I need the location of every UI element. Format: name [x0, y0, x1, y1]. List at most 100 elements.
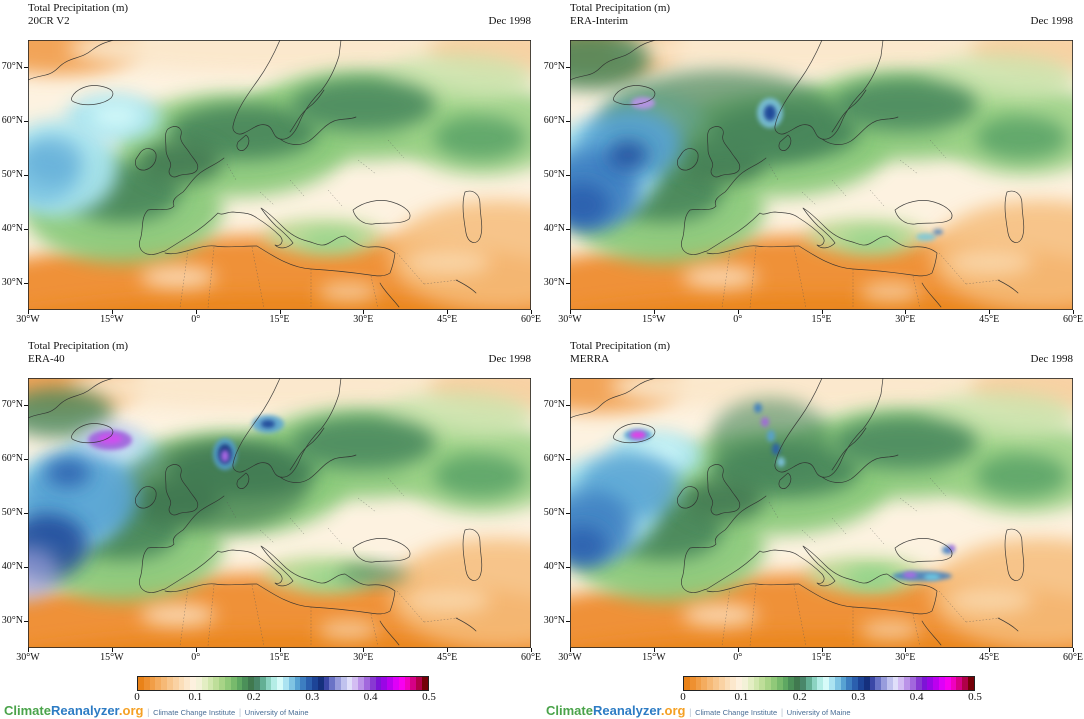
colorbar-segment: [352, 677, 359, 690]
colorbar-segment: [422, 677, 428, 690]
panel-title-variable: Total Precipitation (m): [570, 2, 671, 14]
wordmark-reanalyzer: Reanalyzer: [50, 703, 119, 718]
colorbar-tick-label: 0.2: [246, 691, 261, 703]
colorbar-segment: [242, 677, 249, 690]
colorbar-segment: [828, 677, 835, 690]
colorbar-segment: [201, 677, 208, 690]
colorbar-segment: [852, 677, 858, 690]
lon-tick-label: 15°E: [269, 652, 290, 663]
colorbar-segment: [317, 677, 324, 690]
branding-right: ClimateReanalyzer.org | Climate Change I…: [546, 703, 851, 718]
lat-tick-mark: [24, 459, 28, 460]
colorbar-segment: [311, 677, 318, 690]
colorbar-tick-label: 0: [680, 691, 686, 703]
panel-date: Dec 1998: [1030, 352, 1073, 365]
panel-title-dataset: ERA-Interim: [570, 14, 629, 27]
university-label: University of Maine: [244, 708, 309, 717]
colorbar-segment: [219, 677, 225, 690]
colorbar-segment: [765, 677, 771, 690]
lon-tick-label: 30°E: [895, 652, 916, 663]
lon-tick-label: 30°E: [353, 314, 374, 325]
lon-tick-mark: [821, 310, 823, 314]
lat-tick-mark: [566, 459, 570, 460]
lat-tick-label: 50°N: [1, 169, 23, 180]
lon-tick-label: 60°E: [520, 314, 542, 325]
precipitation-map: [570, 378, 1073, 648]
colorbar-segment: [684, 677, 690, 690]
lat-tick-mark: [566, 621, 570, 622]
lon-tick-label: 15°W: [642, 314, 666, 325]
lat-tick-label: 30°N: [1, 277, 23, 288]
lon-tick-mark: [111, 648, 113, 652]
lat-tick-label: 50°N: [1, 507, 23, 518]
colorbar-segment: [300, 677, 307, 690]
colorbar-segment: [346, 677, 353, 690]
lon-tick-mark: [570, 648, 571, 652]
lon-tick-mark: [905, 648, 907, 652]
colorbar-segment: [213, 677, 220, 690]
separator: |: [780, 707, 784, 717]
colorbar-segment: [138, 677, 144, 690]
colorbar-segment: [236, 677, 243, 690]
lat-tick-label: 70°N: [1, 61, 23, 72]
lat-tick-mark: [24, 229, 28, 230]
lon-tick-mark: [653, 310, 655, 314]
site-wordmark[interactable]: ClimateReanalyzer.org: [546, 703, 685, 718]
lon-tick-label: 0°: [191, 314, 201, 325]
colorbar-segment: [288, 677, 295, 690]
wordmark-org: .org: [118, 703, 144, 718]
colorbar-segment: [805, 677, 812, 690]
colorbar-segment: [730, 677, 737, 690]
colorbar-segment: [933, 677, 940, 690]
wordmark-org: .org: [660, 703, 686, 718]
colorbar-segment: [724, 677, 731, 690]
colorbar-segment: [701, 677, 708, 690]
colorbar-tick-label: 0: [134, 691, 140, 703]
colorbar-segment: [172, 677, 179, 690]
lat-tick-mark: [566, 121, 570, 122]
site-wordmark[interactable]: ClimateReanalyzer.org: [4, 703, 143, 718]
lon-tick-label: 15°E: [811, 314, 832, 325]
colorbar-segment: [155, 677, 162, 690]
university-label: University of Maine: [786, 708, 851, 717]
lat-tick-mark: [566, 567, 570, 568]
colorbar-segment: [143, 677, 150, 690]
lon-tick-mark: [653, 648, 655, 652]
colorbar-segment: [770, 677, 777, 690]
lon-tick-label: 30°E: [895, 314, 916, 325]
panel-title-dataset: MERRA: [570, 352, 610, 365]
colorbar-segment: [340, 677, 347, 690]
colorbar-segment: [248, 677, 254, 690]
panel-date: Dec 1998: [488, 14, 531, 27]
colorbar-segment: [747, 677, 754, 690]
colorbar-segment: [718, 677, 725, 690]
colorbar-tick-label: 0.1: [188, 691, 203, 703]
colorbar-segment: [759, 677, 766, 690]
lat-tick-label: 60°N: [543, 453, 565, 464]
panel-title-variable: Total Precipitation (m): [28, 340, 129, 352]
lat-tick-mark: [24, 513, 28, 514]
colorbar-segment: [875, 677, 882, 690]
colorbar-segment: [398, 677, 405, 690]
colorbar-segment: [799, 677, 806, 690]
colorbar-segment: [736, 677, 742, 690]
lat-tick-label: 50°N: [543, 507, 565, 518]
lat-tick-mark: [24, 121, 28, 122]
colorbar-tick-label: 0.4: [909, 691, 924, 703]
colorbar-tick-label: 0.3: [851, 691, 866, 703]
precipitation-map: [570, 40, 1073, 310]
colorbar-segment: [846, 677, 853, 690]
lon-tick-label: 60°E: [1062, 314, 1084, 325]
colorbar-segment: [962, 677, 969, 690]
lon-tick-label: 30°W: [558, 314, 582, 325]
colorbar-segment: [387, 677, 394, 690]
lon-tick-mark: [989, 310, 991, 314]
lon-tick-mark: [905, 310, 907, 314]
panel-merra: Total Precipitation (m) MERRA Dec 1998 7…: [542, 338, 1084, 676]
colorbar-segment: [904, 677, 911, 690]
colorbar-segment: [886, 677, 893, 690]
lat-tick-mark: [566, 175, 570, 176]
colorbar-segment: [741, 677, 748, 690]
colorbar-segment: [178, 677, 185, 690]
colorbar-segment: [863, 677, 870, 690]
